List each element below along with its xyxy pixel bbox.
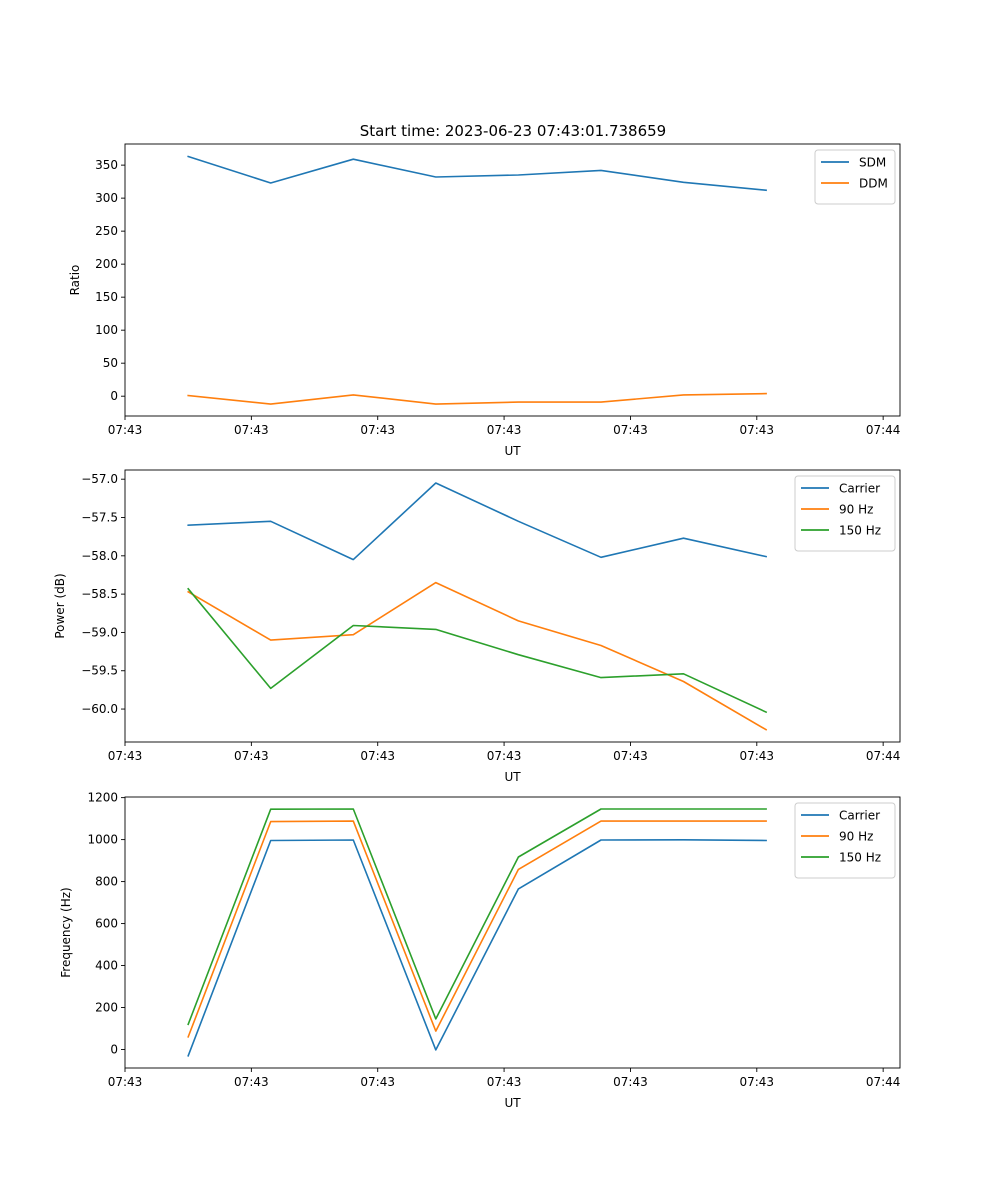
legend-1: SDM DDM bbox=[814, 149, 896, 205]
x-tick-label: 07:44 bbox=[866, 749, 901, 763]
x-tick-label: 07:43 bbox=[108, 749, 143, 763]
y-tick-label: 350 bbox=[95, 158, 118, 172]
legend-box bbox=[794, 802, 896, 879]
x-tick-label: 07:43 bbox=[739, 749, 774, 763]
x-tick-label: 07:43 bbox=[234, 423, 269, 437]
axes-frame-2 bbox=[124, 469, 901, 743]
x-tick-label: 07:43 bbox=[360, 749, 395, 763]
x-tick-label: 07:43 bbox=[613, 749, 648, 763]
x-tick-label: 07:43 bbox=[234, 1075, 269, 1089]
y-tick-label: −58.0 bbox=[81, 549, 118, 563]
panels: 07:43 07:43 07:43 07:43 07:43 07:43 07:44 0 50 10… bbox=[53, 143, 901, 1110]
x-tick-label: 07:43 bbox=[613, 423, 648, 437]
y-tick-label: 50 bbox=[103, 356, 118, 370]
axes-frame-1 bbox=[124, 143, 901, 417]
y-tick-label: 600 bbox=[95, 917, 118, 931]
y-tick-label: 0 bbox=[110, 389, 118, 403]
legend-label: Carrier bbox=[839, 809, 880, 823]
series-line-2-1 bbox=[187, 482, 768, 561]
legend-box bbox=[814, 149, 896, 205]
y-tick-label: 0 bbox=[110, 1043, 118, 1057]
y-axis-label: Power (dB) bbox=[53, 573, 67, 638]
legend-label: 150 Hz bbox=[839, 851, 881, 865]
legend-label: SDM bbox=[859, 156, 886, 170]
axes-frame-3 bbox=[124, 796, 901, 1069]
y-tick-label: −59.5 bbox=[81, 664, 118, 678]
legend-box bbox=[794, 475, 896, 552]
y-tick-label: −57.0 bbox=[81, 472, 118, 486]
x-tick-label: 07:43 bbox=[234, 749, 269, 763]
panel-1: 07:43 07:43 07:43 07:43 07:43 07:43 07:44 0 50 10… bbox=[68, 143, 901, 458]
y-tick-label: 400 bbox=[95, 959, 118, 973]
legend-label: DDM bbox=[859, 177, 888, 191]
series-line-3-2 bbox=[187, 820, 767, 1038]
y-tick-label: 1200 bbox=[87, 791, 118, 805]
y-tick-label: 250 bbox=[95, 224, 118, 238]
figure-title: Start time: 2023-06-23 07:43:01.738659 bbox=[360, 122, 666, 140]
x-tick-label: 07:44 bbox=[866, 1075, 901, 1089]
panel-3: 07:43 07:43 07:43 07:43 07:43 07:43 07:44 0 200 4… bbox=[59, 791, 901, 1110]
series-line-3-1 bbox=[187, 838, 767, 1057]
legend-label: 150 Hz bbox=[839, 524, 881, 538]
legend-2: Carrier 90 Hz 150 Hz bbox=[794, 475, 896, 552]
x-tick-label: 07:43 bbox=[487, 1075, 522, 1089]
y-tick-label: 300 bbox=[95, 191, 118, 205]
x-axis-label: UT bbox=[504, 1096, 521, 1110]
x-tick-label: 07:43 bbox=[360, 423, 395, 437]
x-tick-label: 07:43 bbox=[487, 749, 522, 763]
x-tick-label: 07:43 bbox=[739, 423, 774, 437]
legend-3: Carrier 90 Hz 150 Hz bbox=[794, 802, 896, 879]
legend-label: 90 Hz bbox=[839, 503, 873, 517]
y-tick-label: −57.5 bbox=[81, 511, 118, 525]
x-tick-label: 07:43 bbox=[108, 423, 143, 437]
series-line-3-3 bbox=[187, 808, 767, 1026]
x-tick-label: 07:43 bbox=[360, 1075, 395, 1089]
y-tick-label: 200 bbox=[95, 1001, 118, 1015]
y-tick-label: 1000 bbox=[87, 833, 118, 847]
y-tick-label: 100 bbox=[95, 323, 118, 337]
y-tick-label: 200 bbox=[95, 257, 118, 271]
series-line-2-3 bbox=[187, 587, 768, 714]
x-axis-label: UT bbox=[504, 444, 521, 458]
y-tick-label: −59.0 bbox=[81, 625, 118, 639]
y-tick-label: −60.0 bbox=[81, 702, 118, 716]
x-tick-label: 07:43 bbox=[739, 1075, 774, 1089]
x-tick-label: 07:43 bbox=[487, 423, 522, 437]
y-tick-label: 150 bbox=[95, 290, 118, 304]
x-tick-label: 07:44 bbox=[866, 423, 901, 437]
y-tick-label: 800 bbox=[95, 875, 118, 889]
panel-2: 07:43 07:43 07:43 07:43 07:43 07:43 07:44 −57.0… bbox=[53, 469, 901, 784]
series-line-2-2 bbox=[187, 581, 768, 731]
series-line-1-1 bbox=[187, 155, 767, 192]
y-axis-label: Frequency (Hz) bbox=[59, 887, 73, 978]
x-tick-label: 07:43 bbox=[613, 1075, 648, 1089]
y-tick-label: −58.5 bbox=[81, 587, 118, 601]
x-tick-label: 07:43 bbox=[108, 1075, 143, 1089]
legend-label: Carrier bbox=[839, 482, 880, 496]
y-axis-label: Ratio bbox=[68, 265, 82, 296]
series-line-1-2 bbox=[187, 392, 767, 405]
legend-label: 90 Hz bbox=[839, 830, 873, 844]
x-axis-label: UT bbox=[504, 770, 521, 784]
